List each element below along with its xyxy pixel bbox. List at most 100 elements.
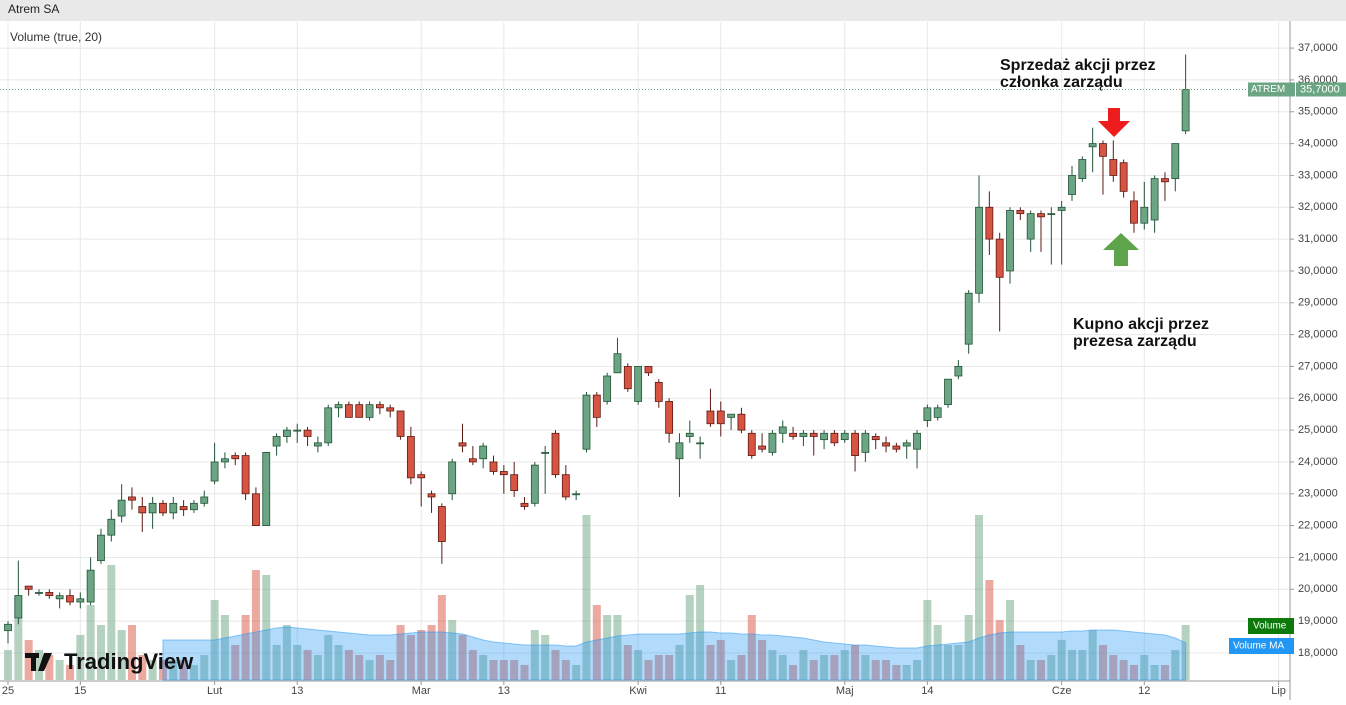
x-tick-label: Kwi	[629, 685, 647, 697]
candle-body	[789, 432, 797, 437]
candle-body	[334, 404, 343, 409]
volume-bar	[985, 580, 994, 680]
volume-bar	[344, 650, 353, 680]
candle-body	[210, 461, 219, 482]
y-tick-label: 20,0000	[1298, 583, 1338, 595]
volume-bar	[1150, 665, 1159, 680]
volume-bar	[923, 600, 932, 680]
volume-bar	[427, 625, 436, 680]
candle-body	[892, 445, 901, 450]
volume-ma-area	[162, 626, 1187, 681]
volume-bar	[334, 645, 343, 680]
candle-body	[427, 493, 436, 498]
volume-bar	[365, 660, 374, 680]
volume-bar	[716, 640, 725, 680]
candle-body	[252, 493, 260, 527]
candle-body	[117, 499, 126, 517]
volume-bar	[933, 625, 942, 680]
volume-bar	[685, 595, 694, 680]
volume-bar	[758, 640, 767, 680]
candle-body	[975, 206, 983, 294]
candle-body	[35, 592, 43, 594]
candle-body	[313, 442, 322, 447]
candle-body	[520, 502, 529, 507]
candle-body	[613, 353, 622, 374]
volume-bar	[96, 625, 105, 680]
last-price-box	[1296, 82, 1346, 97]
candle-body	[1161, 178, 1169, 183]
candle-body	[66, 595, 74, 603]
candle-body	[241, 455, 250, 495]
volume-bar	[262, 575, 271, 680]
chart-title: Atrem SA	[8, 2, 59, 16]
y-tick-label: 19,0000	[1298, 615, 1338, 627]
candle-body	[45, 592, 54, 597]
y-tick-label: 27,0000	[1298, 360, 1338, 372]
candle-body	[283, 429, 291, 437]
candle-body	[861, 432, 870, 453]
candle-body	[561, 474, 570, 498]
volume-bar	[530, 630, 539, 680]
logo: TradingView	[25, 649, 194, 674]
candle-body	[778, 426, 787, 434]
candle-body	[716, 410, 725, 425]
candle-body	[365, 404, 374, 418]
candle-body	[14, 595, 23, 619]
volume-bar	[1057, 640, 1066, 680]
y-tick-label: 30,0000	[1298, 265, 1338, 277]
volume-bar	[861, 655, 870, 680]
volume-bar	[458, 635, 467, 680]
y-tick-label: 24,0000	[1298, 456, 1338, 468]
volume-bar	[592, 605, 601, 680]
volume-bar	[902, 665, 911, 680]
volume-bar	[448, 620, 457, 680]
candle-body	[1016, 210, 1025, 215]
candle-body	[1119, 162, 1128, 192]
candle-body	[86, 569, 95, 603]
volume-bar	[913, 660, 922, 680]
volume-bar	[1026, 660, 1035, 680]
legend-box	[1229, 638, 1294, 654]
candle-body	[623, 366, 632, 390]
annotation-line: członka zarządu	[1000, 74, 1123, 91]
volume-bar	[1160, 665, 1169, 680]
volume-bar	[944, 645, 953, 680]
candle-body	[985, 206, 994, 240]
candle-body	[303, 429, 312, 437]
volume-bar	[1037, 660, 1045, 680]
volume-bar	[851, 645, 860, 680]
y-tick-label: 35,0000	[1298, 106, 1338, 118]
volume-bar	[1006, 600, 1015, 680]
candle-body	[964, 292, 973, 345]
x-tick-label: Cze	[1052, 685, 1072, 697]
candle-body	[830, 432, 839, 444]
volume-bar	[871, 660, 880, 680]
annotation-line: prezesa zarządu	[1073, 333, 1197, 350]
volume-bar	[603, 615, 612, 680]
volume-bar	[45, 655, 54, 680]
volume-bar	[1088, 630, 1097, 680]
volume-bar	[179, 660, 188, 680]
volume-bar	[55, 660, 64, 680]
volume-bar	[1078, 650, 1087, 680]
candle-body	[675, 442, 684, 460]
candle-body	[510, 474, 519, 491]
header-bar	[0, 0, 1346, 21]
candle-body	[1078, 159, 1087, 180]
candle-body	[355, 404, 364, 418]
volume-bar	[954, 645, 963, 680]
volume-bar	[1140, 655, 1149, 680]
volume-bar	[127, 625, 136, 680]
candle-body	[902, 442, 911, 447]
candle-body	[1047, 213, 1056, 216]
volume-bar	[623, 645, 632, 680]
volume-bar	[644, 660, 653, 680]
volume-bar	[778, 655, 787, 680]
candle-body	[851, 432, 859, 456]
candle-body	[386, 407, 395, 412]
candle-body	[262, 451, 271, 527]
x-tick-label: 13	[498, 685, 510, 697]
y-tick-label: 23,0000	[1298, 488, 1338, 500]
volume-bar	[809, 660, 818, 680]
